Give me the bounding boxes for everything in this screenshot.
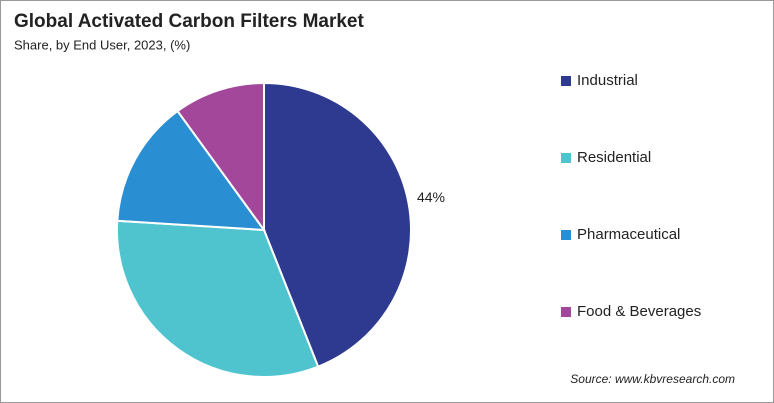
legend-label: Pharmaceutical — [577, 226, 680, 243]
legend-swatch — [561, 76, 571, 86]
legend-swatch — [561, 153, 571, 163]
chart-subtitle: Share, by End User, 2023, (%) — [14, 37, 190, 52]
legend-label: Residential — [577, 149, 651, 166]
pie-slice — [116, 219, 320, 378]
pie-slice — [263, 81, 412, 368]
source: Source: www.kbvresearch.com — [570, 372, 735, 386]
legend-swatch — [561, 230, 571, 240]
legend-label: Industrial — [577, 72, 638, 89]
pie-slice — [176, 81, 265, 234]
pie-slice — [116, 109, 267, 232]
legend-swatch — [561, 307, 571, 317]
legend-label: Food & Beverages — [577, 303, 701, 320]
data-label: 44% — [417, 189, 445, 205]
chart-title: Global Activated Carbon Filters Market — [14, 11, 364, 32]
